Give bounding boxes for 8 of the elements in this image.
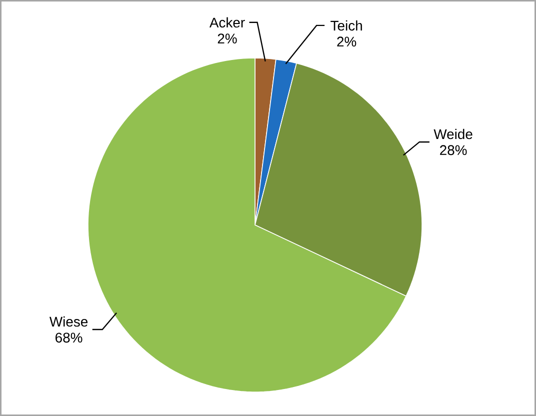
data-label: 28% bbox=[440, 145, 467, 156]
data-label: 2% bbox=[337, 36, 356, 47]
data-label: 2% bbox=[218, 34, 237, 44]
slice-label: Wiese bbox=[49, 316, 88, 327]
slice-label: Acker bbox=[209, 17, 245, 28]
data-label: 68% bbox=[56, 332, 82, 343]
slice-label: Teich bbox=[330, 20, 362, 31]
slice-label: Weide bbox=[434, 128, 472, 140]
